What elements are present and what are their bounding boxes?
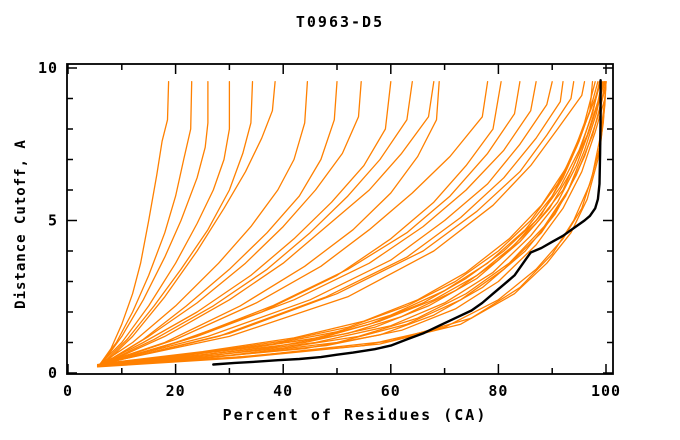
model-20-line <box>105 81 575 364</box>
highlight-model-line <box>212 78 602 366</box>
model-18-line <box>99 81 553 365</box>
model-05-line <box>102 81 254 364</box>
x-axis-title: Percent of Residues (CA) <box>222 406 488 424</box>
x-tick-label-100: 100 <box>591 382 621 400</box>
model-24-line <box>99 81 599 365</box>
model-30-line <box>99 81 606 366</box>
model-12-line <box>105 81 435 364</box>
model-32-line <box>99 81 607 367</box>
y-tick-label-5: 5 <box>48 212 58 230</box>
model-28-line <box>99 81 603 366</box>
model-23-line <box>96 81 596 366</box>
model-27-line <box>96 81 602 366</box>
model-13-line <box>99 81 440 365</box>
model-10-line <box>99 81 392 366</box>
model-16-line <box>102 81 521 365</box>
model-14-line <box>102 81 489 365</box>
model-29-line <box>96 81 604 367</box>
y-axis-title: Distance Cutoff, A <box>13 139 29 309</box>
model-11-line <box>102 81 413 365</box>
model-17-line <box>105 81 537 365</box>
model-22-line <box>96 81 594 367</box>
model-06-line <box>105 81 276 363</box>
model-25-line <box>96 81 601 367</box>
y-tick-label-10: 10 <box>38 59 58 77</box>
model-33-line <box>96 81 607 367</box>
model-03-line <box>102 81 209 363</box>
model-01-line <box>99 81 170 365</box>
model-02-line <box>99 81 193 365</box>
x-tick-label-60: 60 <box>381 382 401 400</box>
x-tick-label-40: 40 <box>273 382 293 400</box>
model-21-line <box>99 81 586 365</box>
model-26-line <box>99 81 601 365</box>
model-09-line <box>105 81 362 363</box>
model-19-line <box>102 81 564 365</box>
x-tick-label-20: 20 <box>166 382 186 400</box>
x-tick-label-80: 80 <box>488 382 508 400</box>
chart-title: T0963-D5 <box>295 13 385 31</box>
model-04-line <box>99 81 231 365</box>
x-tick-label-0: 0 <box>63 382 73 400</box>
model-36-line <box>99 81 607 367</box>
model-07-line <box>99 81 309 365</box>
plot-border <box>66 63 614 375</box>
model-08-line <box>102 81 338 365</box>
y-tick-label-0: 0 <box>48 364 58 382</box>
